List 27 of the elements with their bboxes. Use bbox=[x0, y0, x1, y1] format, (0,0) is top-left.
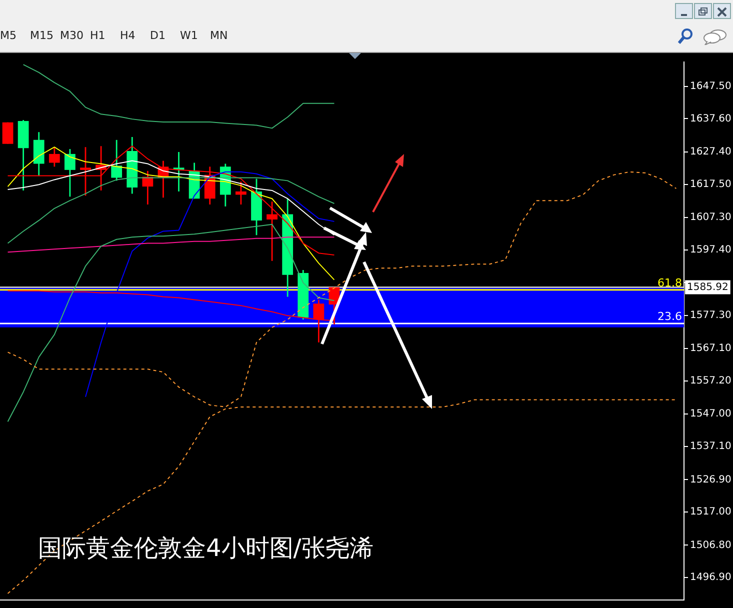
y-tick-label: 1496.90 bbox=[690, 572, 732, 584]
annotation: 61.8 bbox=[658, 276, 682, 290]
y-tick-label: 1637.60 bbox=[690, 113, 732, 124]
text: M30 bbox=[60, 29, 84, 42]
annotation: 23.6 bbox=[658, 310, 682, 323]
text: M5 bbox=[0, 29, 16, 42]
text: W1 bbox=[180, 29, 198, 42]
text: H1 bbox=[90, 29, 106, 42]
y-tick-label: 1627.40 bbox=[690, 146, 732, 158]
y-tick-label: 1557.20 bbox=[690, 375, 732, 386]
text: D1 bbox=[150, 29, 166, 42]
y-tick-label: 1547.00 bbox=[690, 408, 732, 420]
y-tick-label: 1537.10 bbox=[690, 441, 732, 452]
y-tick-label: 1597.40 bbox=[690, 244, 732, 256]
text: MN bbox=[210, 29, 228, 42]
y-tick-label: 1506.80 bbox=[690, 540, 732, 551]
y-tick-label: 1526.90 bbox=[690, 474, 732, 486]
ref-line-label: 1585.92 bbox=[687, 282, 728, 293]
y-tick-label: 1577.30 bbox=[690, 310, 732, 321]
y-tick-label: 1567.10 bbox=[690, 343, 732, 354]
y-tick-label: 1647.50 bbox=[690, 81, 732, 92]
y-tick-label: 1517.00 bbox=[690, 506, 732, 518]
text: M15 bbox=[30, 29, 54, 42]
y-tick-label: 1617.50 bbox=[690, 178, 732, 190]
y-tick-label: 1607.30 bbox=[690, 212, 732, 224]
text: 国际黄金伦敦金4小时图/张尧浠 bbox=[38, 533, 374, 564]
text: H4 bbox=[120, 29, 136, 42]
